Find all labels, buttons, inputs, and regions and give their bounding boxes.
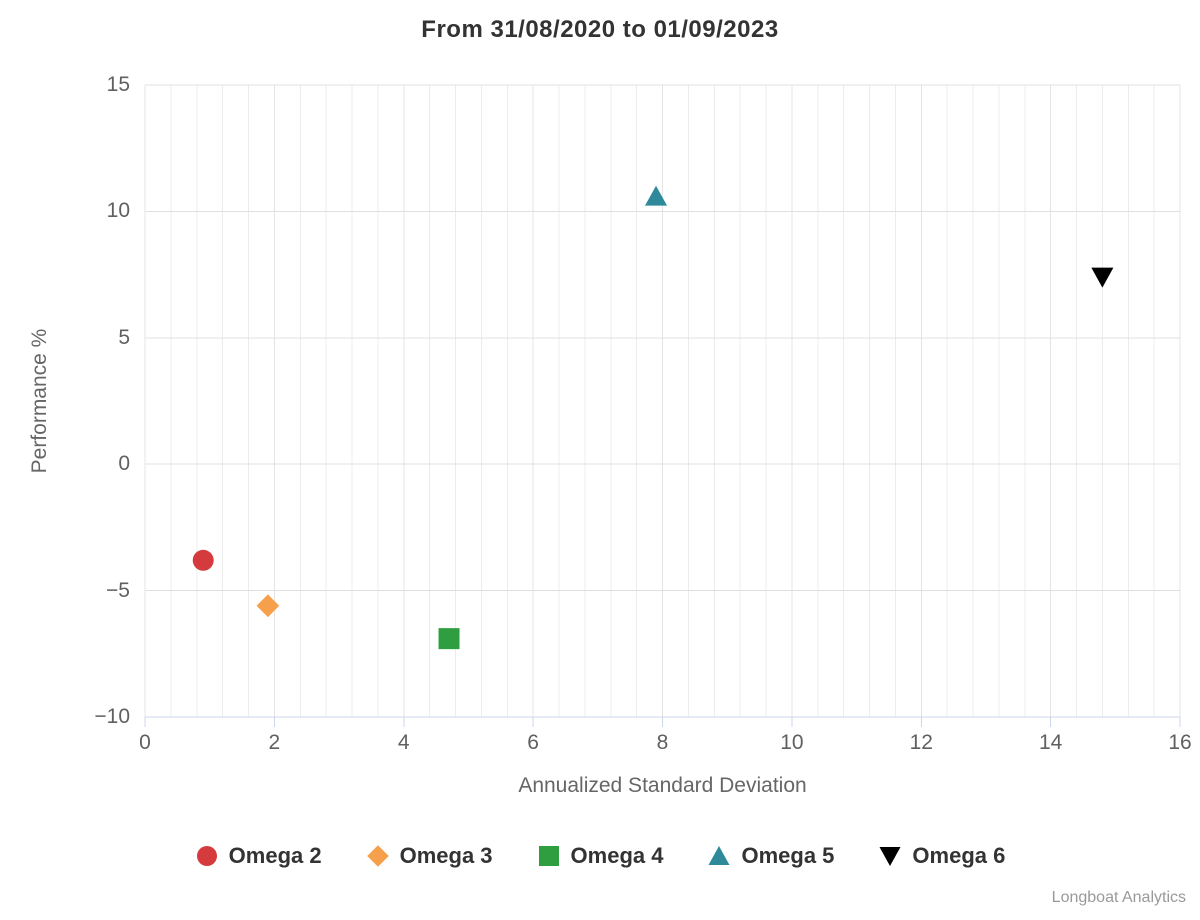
legend-item-omega-2[interactable]: Omega 2 bbox=[195, 843, 322, 869]
y-tick-label: −10 bbox=[94, 705, 130, 728]
y-tick-label: 0 bbox=[118, 452, 130, 476]
x-tick-label: 16 bbox=[1168, 731, 1192, 754]
data-point-omega-2[interactable] bbox=[192, 549, 214, 571]
y-tick-label: 5 bbox=[118, 325, 130, 349]
data-point-omega-4[interactable] bbox=[438, 628, 460, 650]
x-axis-line bbox=[144, 716, 1181, 727]
legend-item-omega-6[interactable]: Omega 6 bbox=[878, 843, 1005, 869]
legend-marker-diamond-icon bbox=[366, 845, 389, 867]
x-tick-label: 4 bbox=[397, 731, 410, 754]
legend-item-label: Omega 2 bbox=[228, 843, 322, 868]
y-tick-label: 10 bbox=[106, 199, 130, 223]
legend-marker-square-icon bbox=[538, 846, 559, 866]
major-gridlines bbox=[144, 84, 1181, 718]
legend-item-label: Omega 4 bbox=[570, 843, 664, 868]
chart-title: From 31/08/2020 to 01/09/2023 bbox=[421, 16, 779, 43]
legend-marker-triangle-up-icon bbox=[708, 846, 730, 865]
x-axis-title: Annualized Standard Deviation bbox=[518, 774, 807, 797]
x-tick-label: 12 bbox=[909, 731, 933, 754]
credits-link[interactable]: Longboat Analytics bbox=[1051, 889, 1186, 906]
data-point-omega-6[interactable] bbox=[1091, 267, 1114, 288]
legend-item-omega-4[interactable]: Omega 4 bbox=[537, 843, 664, 869]
x-tick-label: 2 bbox=[268, 731, 281, 754]
x-tick-label: 8 bbox=[656, 731, 669, 754]
legend-item-label: Omega 5 bbox=[741, 843, 835, 868]
legend-marker-triangle-down-icon bbox=[879, 847, 901, 866]
legend-item-omega-3[interactable]: Omega 3 bbox=[366, 843, 493, 869]
y-axis-title: Performance % bbox=[28, 328, 51, 474]
y-tick-label: −5 bbox=[106, 578, 130, 602]
legend-item-omega-5[interactable]: Omega 5 bbox=[707, 843, 834, 869]
legend-item-label: Omega 3 bbox=[399, 843, 493, 868]
data-point-omega-3[interactable] bbox=[256, 594, 280, 618]
x-tick-label: 14 bbox=[1038, 731, 1063, 754]
y-tick-label: 15 bbox=[106, 73, 130, 96]
x-tick-label: 10 bbox=[780, 731, 804, 754]
legend-marker-circle-icon bbox=[196, 846, 217, 866]
data-point-omega-5[interactable] bbox=[645, 185, 668, 206]
x-tick-label: 0 bbox=[139, 731, 151, 754]
legend: Omega 2 Omega 3 Omega 4 Omega 5 Omega 6 bbox=[0, 843, 1200, 869]
data-points bbox=[192, 185, 1114, 650]
legend-item-label: Omega 6 bbox=[912, 843, 1006, 868]
x-tick-label: 6 bbox=[527, 731, 539, 754]
